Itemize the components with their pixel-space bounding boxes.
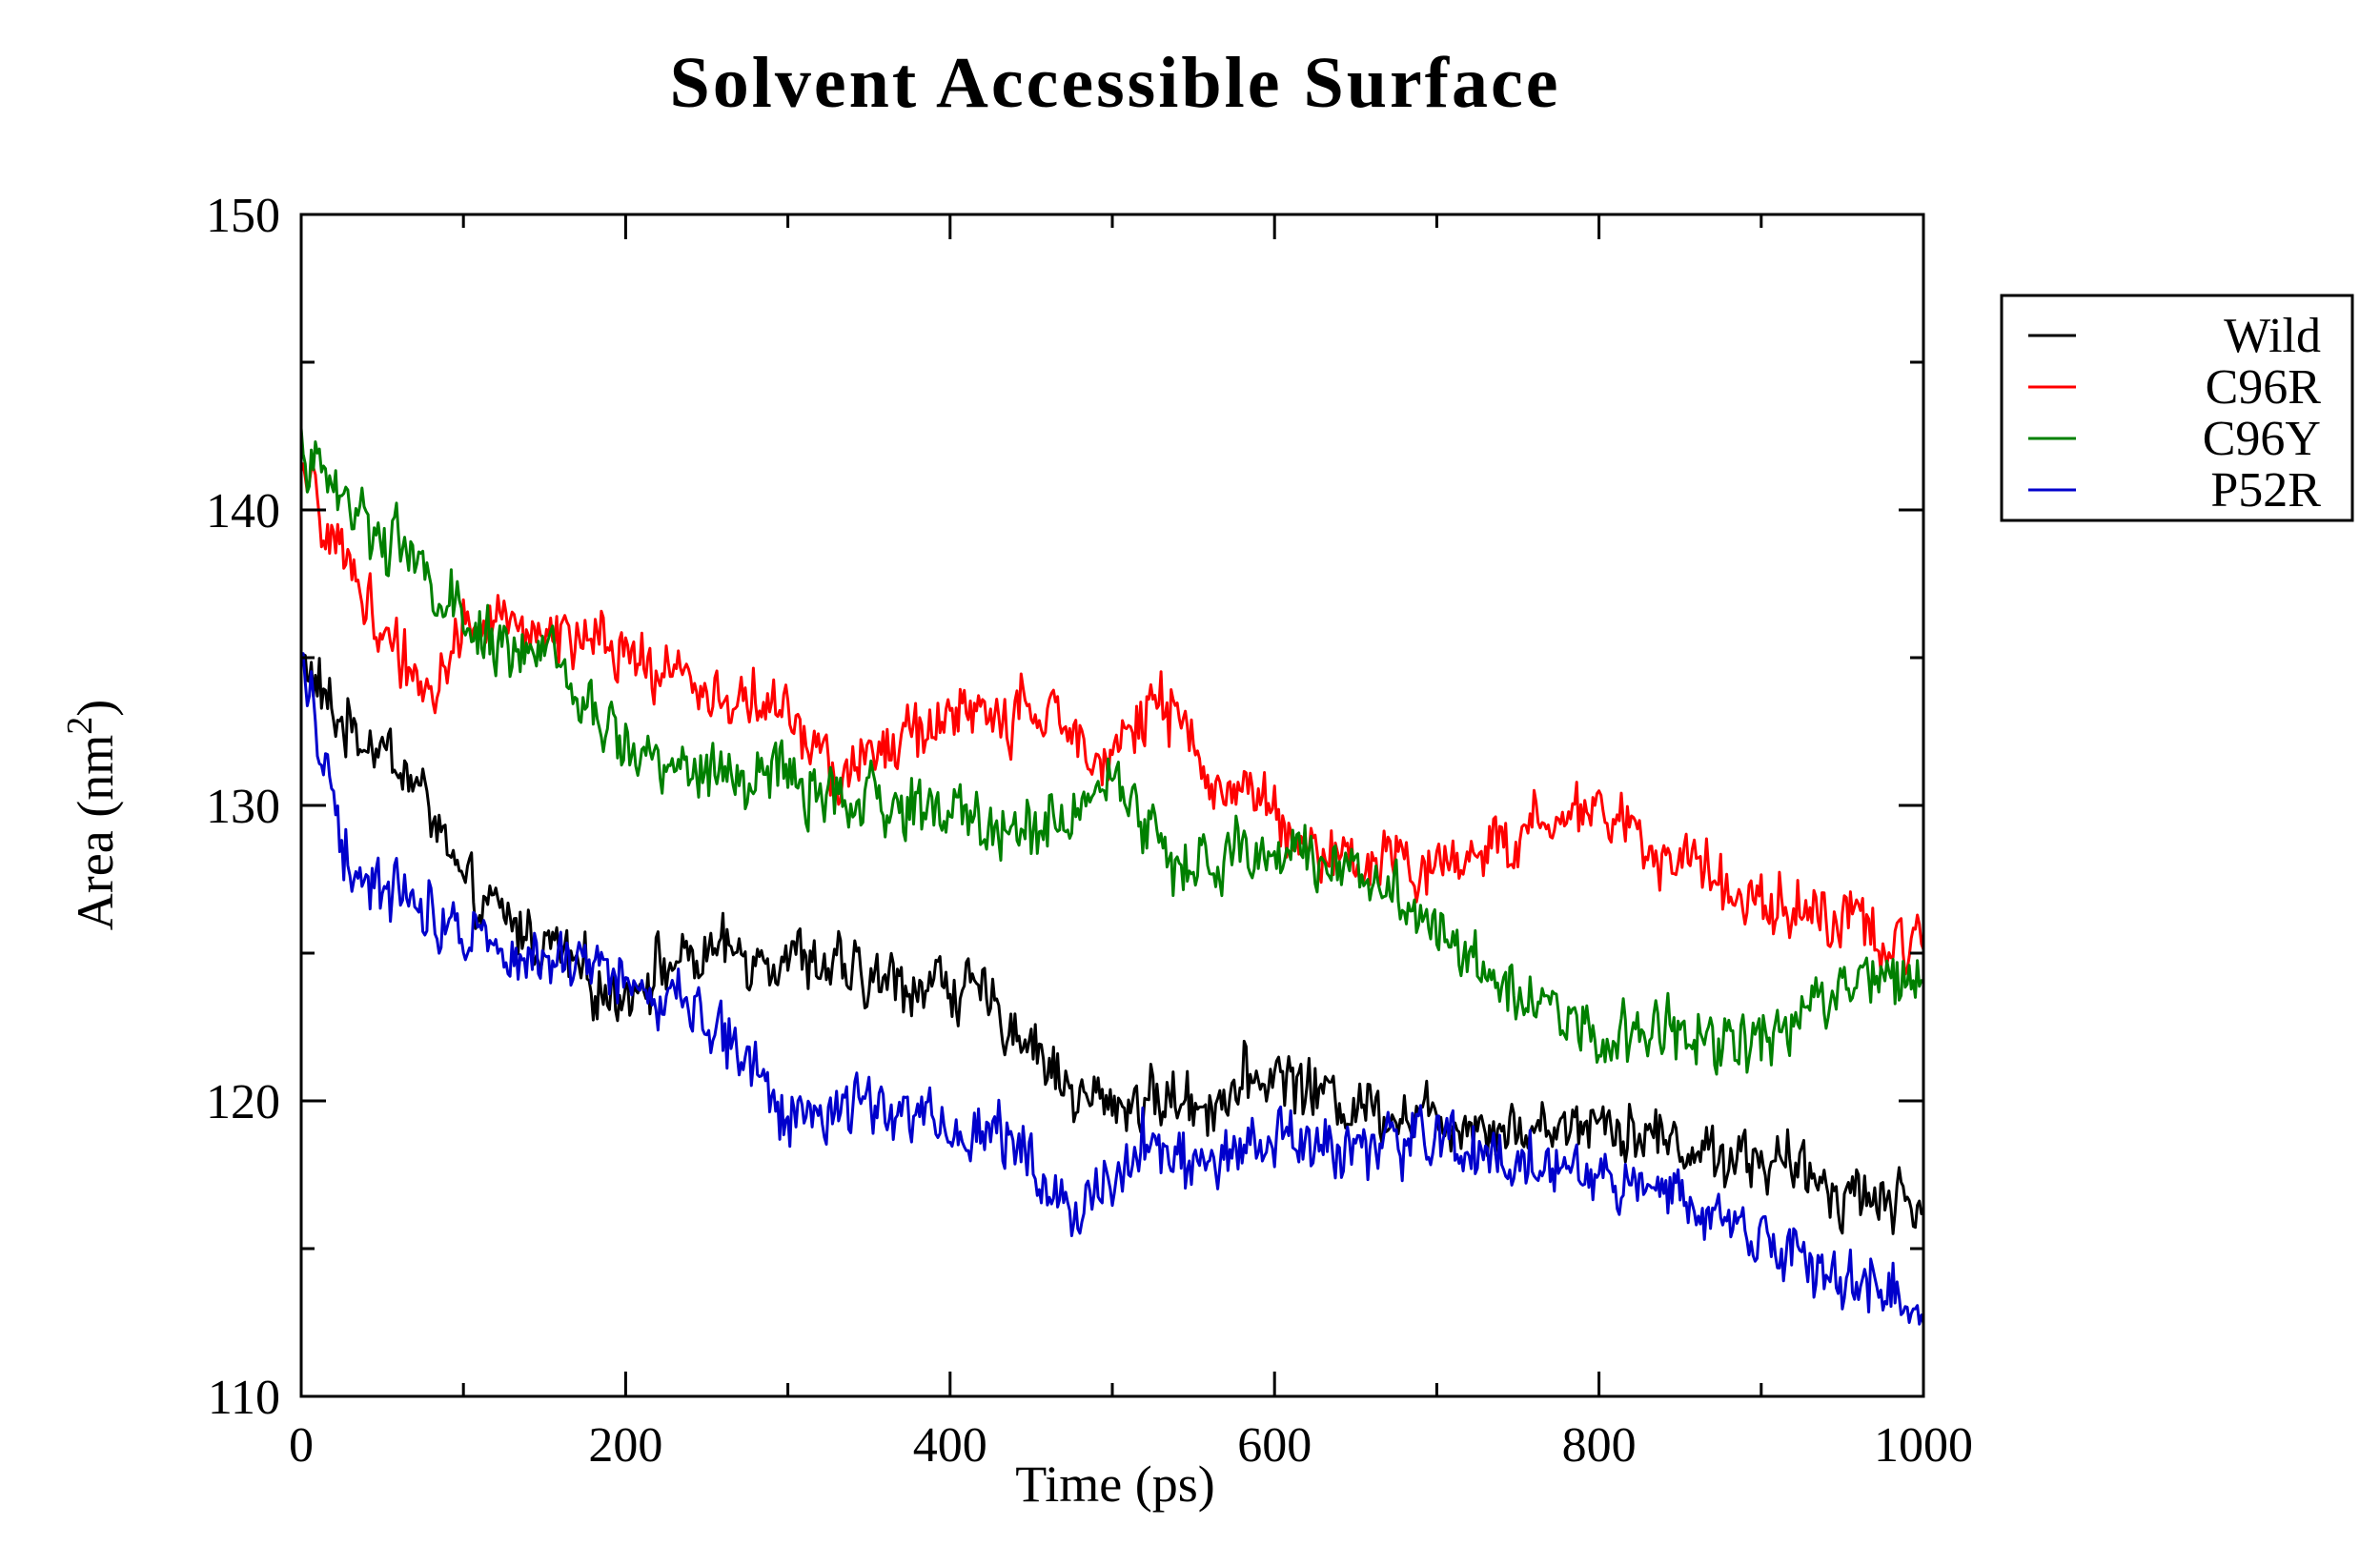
chart-title: Solvent Accessible Surface	[669, 43, 1560, 123]
x-axis-label: Time (ps)	[1015, 1455, 1215, 1513]
y-tick-label: 130	[206, 780, 280, 834]
y-axis-label-main: Area (nm	[67, 735, 124, 930]
x-tick-label: 0	[289, 1418, 314, 1473]
tick-layer: 0 200 400 600 800 1000 110 120 130 140 150	[206, 189, 1973, 1473]
y-axis-label-superscript: 2	[60, 717, 100, 735]
series-line-wild	[299, 653, 1925, 1235]
x-tick-label: 200	[588, 1418, 662, 1473]
series-line-c96y	[299, 428, 1924, 1076]
x-tick-label: 400	[913, 1418, 987, 1473]
series-line-p52r	[299, 652, 1925, 1326]
legend-label-wild: Wild	[2224, 309, 2321, 363]
x-tick-label: 1000	[1874, 1418, 1973, 1473]
x-tick-label: 600	[1237, 1418, 1312, 1473]
y-tick-label: 110	[208, 1371, 280, 1425]
y-axis-label-group: Area (nm2)	[60, 700, 124, 930]
legend-box	[2000, 294, 2354, 522]
legend-label-c96r: C96R	[2206, 360, 2322, 415]
legend-label-c96y: C96Y	[2203, 412, 2321, 466]
y-tick-label: 140	[206, 484, 280, 539]
y-axis-label-close: )	[67, 700, 124, 717]
y-axis-label: Area (nm2)	[60, 700, 124, 930]
y-tick-label: 150	[206, 189, 280, 243]
y-tick-label: 120	[206, 1075, 280, 1129]
x-tick-label: 800	[1562, 1418, 1637, 1473]
series-layer	[299, 428, 1925, 1326]
legend-label-p52r: P52R	[2210, 463, 2321, 518]
series-line-c96r	[299, 462, 1925, 976]
